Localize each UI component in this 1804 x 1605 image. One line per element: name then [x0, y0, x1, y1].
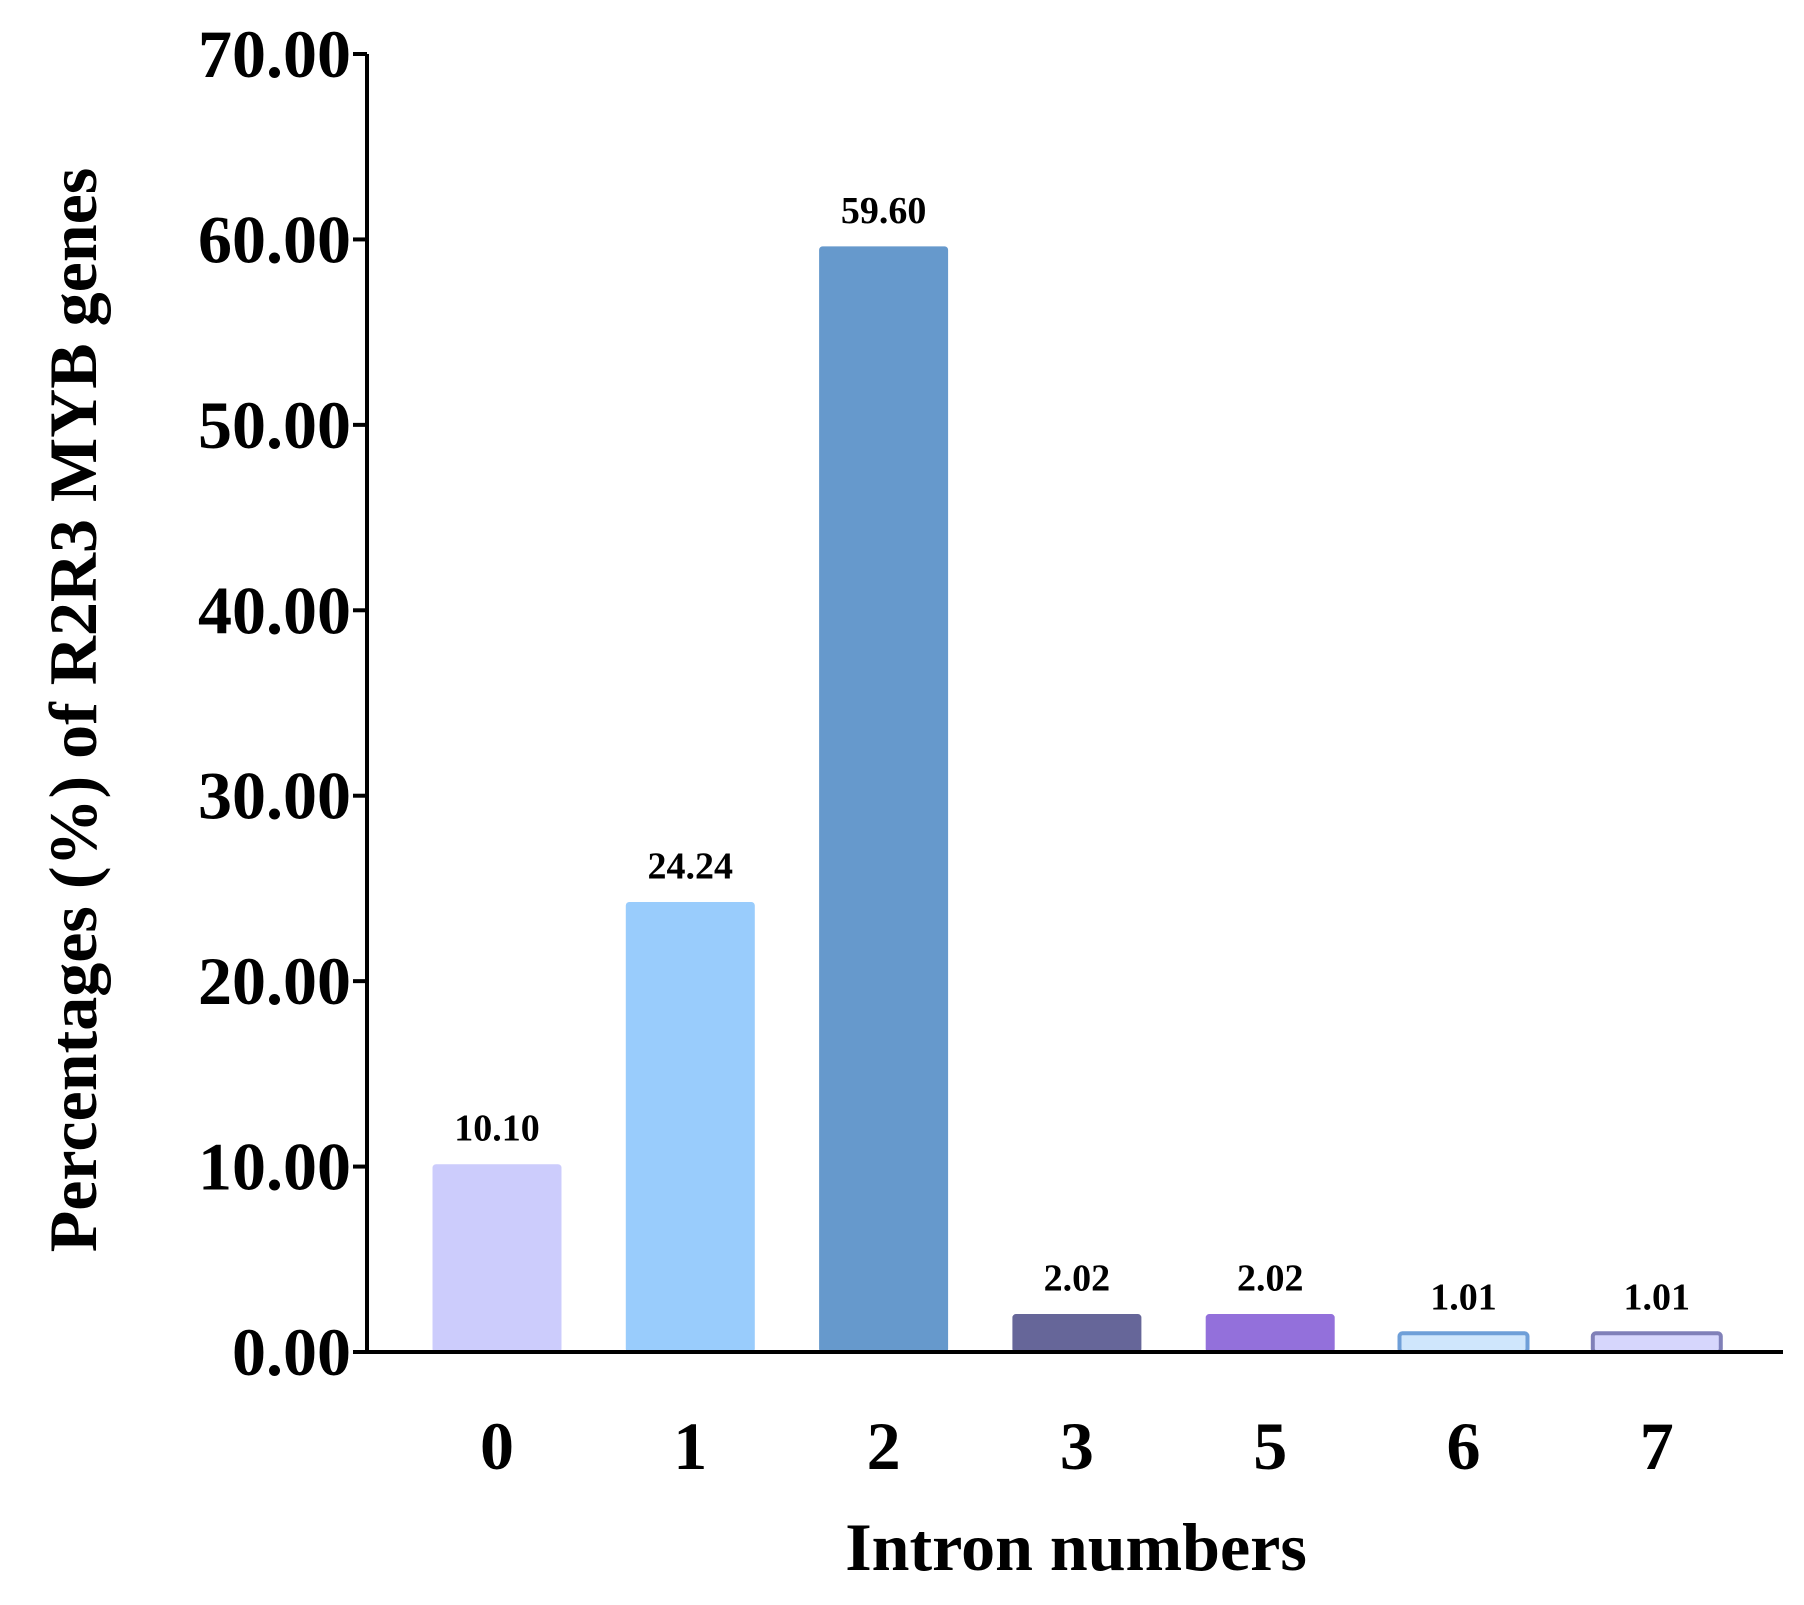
y-tick-label: 50.00 [198, 387, 351, 463]
x-tick-label-0: 0 [480, 1408, 514, 1484]
bar-1 [625, 902, 755, 1353]
bar-5 [1205, 1314, 1335, 1353]
bar-0 [432, 1164, 562, 1353]
value-label-2: 59.60 [841, 190, 927, 232]
value-label-1: 24.24 [648, 846, 734, 888]
bar-7 [1590, 1331, 1723, 1355]
bar-2 [819, 246, 949, 1353]
y-tick-label: 60.00 [198, 201, 351, 277]
y-tick-label: 40.00 [198, 572, 351, 648]
y-axis-title: Percentages (%) of R2R3 MYB genes [35, 168, 111, 1253]
x-axis-labels: 0 1 2 3 5 6 7 [480, 1408, 1674, 1484]
value-label-3: 2.02 [1044, 1258, 1111, 1300]
bar-6 [1397, 1331, 1530, 1355]
y-tick-label: 10.00 [198, 1129, 351, 1205]
value-labels: 10.10 24.24 59.60 2.02 2.02 1.01 1.01 [454, 190, 1690, 1318]
y-axis-ticks: 0.00 10.00 20.00 30.00 40.00 50.00 60.00 70.00 [198, 16, 367, 1390]
x-tick-label-5: 5 [1253, 1408, 1287, 1484]
x-tick-label-1: 1 [673, 1408, 707, 1484]
x-tick-label-3: 3 [1060, 1408, 1094, 1484]
y-tick-label: 0.00 [232, 1314, 351, 1390]
bars [432, 246, 1723, 1355]
x-tick-label-7: 7 [1640, 1408, 1674, 1484]
bar-3 [1012, 1314, 1142, 1353]
value-label-6: 1.01 [1430, 1276, 1497, 1318]
x-tick-label-6: 6 [1447, 1408, 1481, 1484]
x-axis-title: Intron numbers [845, 1509, 1307, 1585]
value-label-5: 2.02 [1237, 1258, 1304, 1300]
value-label-7: 1.01 [1624, 1276, 1691, 1318]
value-label-0: 10.10 [454, 1108, 540, 1150]
y-tick-label: 20.00 [198, 943, 351, 1019]
y-tick-label: 30.00 [198, 758, 351, 834]
y-tick-label: 70.00 [198, 16, 351, 92]
x-tick-label-2: 2 [867, 1408, 901, 1484]
